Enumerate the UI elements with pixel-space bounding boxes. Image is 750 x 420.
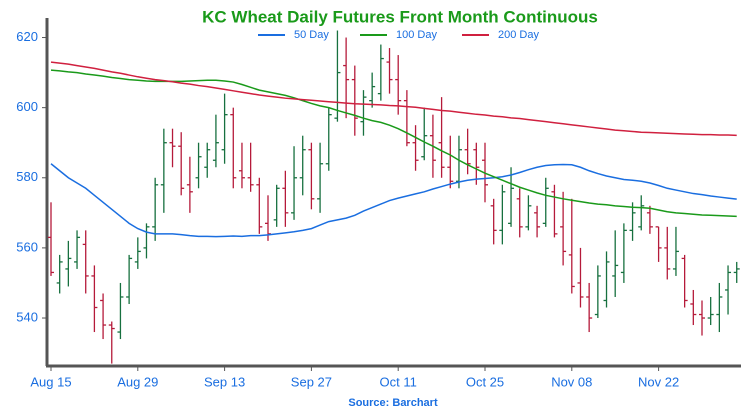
legend-label: 50 Day bbox=[294, 29, 329, 41]
x-tick-label: Oct 25 bbox=[466, 374, 504, 389]
legend-label: 200 Day bbox=[498, 29, 539, 41]
x-tick-label: Nov 08 bbox=[551, 374, 592, 389]
legend-label: 100 Day bbox=[396, 29, 437, 41]
y-tick-label: 540 bbox=[16, 309, 38, 324]
moving-average-line bbox=[50, 163, 737, 238]
x-tick-label: Oct 11 bbox=[380, 374, 417, 389]
y-tick-label: 620 bbox=[16, 29, 38, 44]
moving-average-line bbox=[50, 61, 737, 137]
chart-title: KC Wheat Daily Futures Front Month Conti… bbox=[202, 7, 598, 26]
x-tick-label: Aug 15 bbox=[30, 374, 71, 389]
y-tick-label: 560 bbox=[16, 239, 38, 254]
x-tick-label: Sep 27 bbox=[291, 374, 332, 389]
source: Source: Barchart bbox=[348, 397, 438, 409]
y-tick-label: 600 bbox=[16, 99, 38, 114]
x-tick-label: Sep 13 bbox=[204, 374, 245, 389]
x-tick-label: Aug 29 bbox=[117, 374, 158, 389]
y-tick-label: 580 bbox=[16, 169, 38, 184]
x-tick-label: Nov 22 bbox=[638, 374, 679, 389]
